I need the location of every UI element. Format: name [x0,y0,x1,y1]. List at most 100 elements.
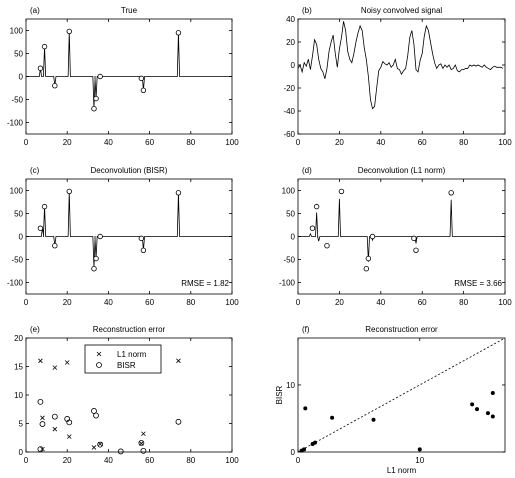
panel-b: 0 20 40 60 80 100 -60 -40 -20 0 20 40 (b) Noisy convo… [283,6,512,147]
x-tick-label: 100 [225,298,239,307]
spike-marker [413,247,419,253]
y-tick-label: 50 [14,50,23,59]
error-pair-point [303,406,308,411]
bisr-error-point [138,439,145,446]
panel-title: True [121,6,138,15]
x-tick-label: 100 [225,456,239,465]
x-tick-label: 20 [63,456,72,465]
l1-error-point [40,446,45,452]
error-pair-point [313,440,318,445]
panel-c: 0 20 40 60 80 100 -100 -50 0 50 100 (c) Deconvolutio… [7,166,239,307]
y-tick-label: -50 [283,256,295,265]
spike-marker [138,235,145,242]
x-axis-label: L1 norm [387,466,417,475]
l1-error-point [176,358,181,364]
spike-marker [91,105,97,112]
panel-e: 0 20 40 60 80 100 0 5 10 15 20 (e) Reconstruction er… [14,325,239,465]
bisr-error-point [91,408,97,414]
legend-marker-x [96,351,102,357]
panel-title: Deconvolution (L1 norm) [358,166,446,175]
y-tick-label: 15 [14,363,23,372]
spike-marker [140,247,147,253]
panel-label: (f) [302,325,310,334]
y-tick-label: 50 [14,210,23,219]
y-tick-label: 0 [291,448,296,457]
panel-label: (c) [30,166,40,175]
spike-marker [411,235,417,242]
spike-marker [41,43,48,50]
l1-error-point [52,365,58,370]
x-tick-label: 100 [498,298,512,307]
bisr-error-point [117,448,124,455]
bisr-error-point [66,419,73,426]
spike-marker [175,190,182,196]
error-pair-point [485,411,490,416]
bisr-error-point [175,418,182,425]
spike-marker [93,255,99,262]
error-pair-point [474,407,479,412]
bisr-error-point [51,413,58,420]
error-pair-point [490,414,495,419]
y-tick-label: -100 [7,119,24,128]
y-axis-label: BISR [275,385,284,404]
y-tick-label: 0 [19,73,24,82]
x-tick-label: 20 [63,138,72,147]
spike-marker [138,75,145,82]
spike-marker [369,233,376,240]
x-tick-label: 80 [186,456,195,465]
identity-line [297,337,506,453]
x-tick-label: 80 [459,138,468,147]
panel-label: (a) [30,6,40,15]
spike-marker [37,65,44,71]
spike-marker [338,188,345,195]
panel-title: Noisy convolved signal [361,6,443,15]
error-pair-point [417,447,422,452]
y-tick-label: 50 [286,210,295,219]
y-tick-label: 0 [291,61,296,70]
x-tick-label: 40 [104,298,113,307]
y-tick-label: 0 [19,448,24,457]
panel-label: (e) [30,325,40,334]
x-tick-label: 20 [335,298,344,307]
y-tick-label: 0 [291,233,296,242]
y-tick-label: 10 [14,391,23,400]
panel-label: (d) [302,166,312,175]
axes-frame [297,18,506,135]
y-tick-label: -40 [283,107,295,116]
spike-marker [365,255,372,262]
y-tick-label: -50 [11,96,23,105]
y-tick-label: 100 [10,27,24,36]
x-tick-label: 100 [225,138,239,147]
x-tick-label: 40 [376,298,385,307]
spike-marker [97,233,103,240]
x-tick-label: 20 [335,138,344,147]
spike-marker [309,225,316,231]
error-pair-point [470,402,475,407]
panel-title: Deconvolution (BISR) [91,166,168,175]
axes-frame [297,337,506,453]
signal-line [26,191,232,268]
y-tick-label: -50 [11,256,23,265]
legend-entry: L1 norm [117,350,147,359]
bisr-error-point [140,447,147,454]
rmse-annotation: RMSE = 1.82 [181,279,229,288]
y-tick-label: -100 [279,279,296,288]
panel-a: 0 20 40 60 80 100 -100 -50 0 50 100 (a) True [7,6,239,147]
legend-box [84,344,162,374]
x-tick-label: 80 [186,138,195,147]
x-tick-label: 80 [459,298,468,307]
bisr-error-point [37,398,44,405]
noisy-signal-line [297,21,504,110]
legend-marker-o [96,362,102,368]
y-tick-label: 40 [286,15,295,24]
x-tick-label: 40 [376,138,385,147]
error-pair-point [302,447,307,452]
y-tick-label: 100 [282,187,296,196]
bisr-error-point [93,412,99,419]
x-tick-label: 10 [415,456,424,465]
l1-error-point [91,445,97,450]
spike-marker [324,242,330,249]
y-tick-label: -100 [7,279,24,288]
bisr-error-point [37,446,44,453]
